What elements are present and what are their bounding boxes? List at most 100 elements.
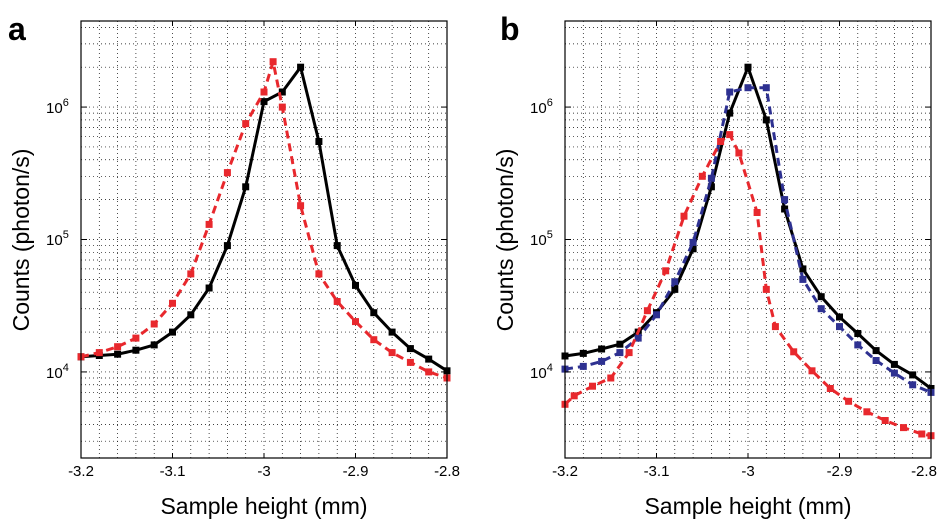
panel-b-series-2-point — [762, 285, 770, 293]
panel-a-xtick-label: -3 — [257, 463, 270, 480]
panel-a-ticks — [80, 21, 448, 458]
panel-a-series-0-point — [205, 284, 213, 292]
panel-a-xtick-label: -2.8 — [434, 463, 460, 480]
panel-a-series-1-point — [187, 270, 195, 278]
panel-b-series-0-point — [616, 340, 624, 348]
panel-a-series-0-point — [242, 183, 250, 191]
panel-a: a -3.2 -3.1 -3 -2.9 -2.8 104 105 106 Sam… — [8, 11, 460, 519]
panel-b-series-1-point — [707, 174, 715, 182]
panel-a-series-0-point — [132, 346, 140, 354]
panel-b-series-0-point — [744, 63, 752, 71]
panel-b-series-1-point — [890, 369, 898, 377]
panel-b-ytick-label: 104 — [530, 362, 553, 382]
panel-a-letter: a — [8, 11, 26, 47]
panel-a-series-0-point — [333, 242, 341, 250]
panel-b-xtick-label: -2.8 — [911, 463, 937, 480]
svg-text:106: 106 — [46, 97, 69, 117]
panel-b-series-0-point — [579, 349, 587, 357]
panel-b-series-2-point — [662, 267, 670, 275]
panel-a-ytick-label: 106 — [46, 97, 69, 117]
panel-b-series-0-point — [799, 265, 807, 273]
panel-b-series-1-point — [836, 323, 843, 331]
panel-a-plot-area — [81, 21, 447, 458]
panel-b-series-2-point — [680, 212, 688, 220]
panel-b-series-2-point — [918, 430, 926, 438]
panel-b-series-0-point — [726, 109, 734, 117]
panel-a-series-0-point — [187, 311, 195, 319]
panel-a-series-1-point — [406, 358, 414, 366]
panel-b-series-1-point — [616, 349, 624, 357]
panel-b-series-0-point — [836, 313, 843, 321]
panel-b-series-1-point — [854, 341, 862, 349]
panel-a-series-0-point — [278, 88, 286, 96]
panel-a-ytick-label: 105 — [46, 229, 69, 249]
panel-b-series-1-point — [744, 84, 752, 92]
panel-a-series-0-point — [315, 138, 323, 145]
panel-a-ytick-label: 104 — [46, 362, 69, 382]
svg-text:105: 105 — [46, 229, 69, 249]
panel-b-series-1-point — [634, 334, 642, 342]
panel-b-ticks — [564, 21, 932, 458]
panel-a-xtick-label: -2.9 — [343, 463, 369, 480]
panel-a-series-1-point — [315, 270, 323, 278]
panel-a-xlabel: Sample height (mm) — [160, 493, 367, 519]
panel-b-series-2-point — [643, 307, 651, 315]
panel-b-xtick-label: -2.9 — [827, 463, 853, 480]
panel-b-series-2-point — [771, 323, 779, 331]
panel-a-series-0-point — [406, 345, 414, 353]
panel-b-series-1-point — [579, 362, 587, 370]
panel-a-series-0-point — [150, 341, 158, 349]
panel-a-series-1-point — [333, 298, 341, 305]
panel-b-series-1-point — [817, 305, 825, 313]
panel-a-series-1-point — [370, 336, 378, 344]
panel-a-series-1-point — [278, 103, 286, 111]
panel-b-series-2-point — [589, 382, 596, 390]
panel-b-series-2-point — [790, 348, 798, 356]
panel-b-ytick-label: 106 — [530, 97, 553, 117]
panel-a-series-1-point — [269, 58, 277, 66]
panel-b-series-0-point — [689, 245, 697, 253]
panel-a-ylabel: Counts (photon/s) — [8, 149, 34, 332]
panel-a-series-1-point — [425, 368, 433, 376]
panel-b-series-1-point — [909, 381, 917, 389]
panel-b-series-1-point — [598, 357, 606, 365]
panel-a-series-1-line — [80, 60, 448, 380]
panel-a-series-1-point — [297, 202, 305, 210]
panel-b-series-0-point — [707, 183, 715, 191]
panel-b-xtick-label: -3.1 — [644, 463, 670, 480]
panel-b-series-2-point — [753, 209, 761, 216]
panel-b-series-2-point — [826, 385, 834, 392]
panel-b-series-2-point — [808, 367, 816, 375]
panel-b-series-1-point — [762, 84, 770, 92]
panel-a-series-0-point — [352, 281, 359, 289]
panel-a-xtick-label: -3.2 — [68, 463, 94, 480]
panel-b-series-0-point — [598, 345, 606, 353]
panel-b-series-1-point — [799, 275, 807, 283]
panel-b-series-2-point — [570, 392, 578, 400]
panel-b-series-2-point — [881, 417, 889, 424]
panel-b: b -3.2 -3.1 -3 -2.9 -2.8 104 105 106 Sam… — [492, 11, 937, 519]
panel-b-grid — [565, 21, 931, 458]
panel-a-series-0-point — [260, 98, 268, 106]
panel-a-series-1-point — [388, 349, 396, 357]
panel-b-ytick-label: 105 — [530, 229, 553, 249]
panel-b-series-2-point — [900, 424, 907, 432]
panel-b-series-0-point — [872, 347, 880, 355]
panel-a-series-0-point — [370, 309, 378, 317]
panel-b-series-1-point — [726, 88, 734, 96]
panel-b-series-0-point — [781, 205, 789, 213]
panel-b-series-1-point — [781, 196, 789, 204]
panel-b-series-2-point — [625, 349, 633, 357]
panel-a-series-1-point — [352, 318, 359, 326]
panel-a-series-1-point — [223, 169, 231, 177]
panel-b-series-2-point — [717, 138, 725, 145]
panel-a-series-1-point — [242, 120, 250, 128]
panel-a-xtick-label: -3.1 — [160, 463, 186, 480]
panel-a-series-0-point — [425, 355, 433, 363]
panel-a-series-0-point — [223, 242, 231, 250]
svg-text:104: 104 — [46, 362, 69, 382]
panel-a-series-1-point — [260, 88, 268, 96]
panel-b-series-0-point — [909, 371, 917, 379]
panel-b-series-0-point — [854, 330, 862, 337]
